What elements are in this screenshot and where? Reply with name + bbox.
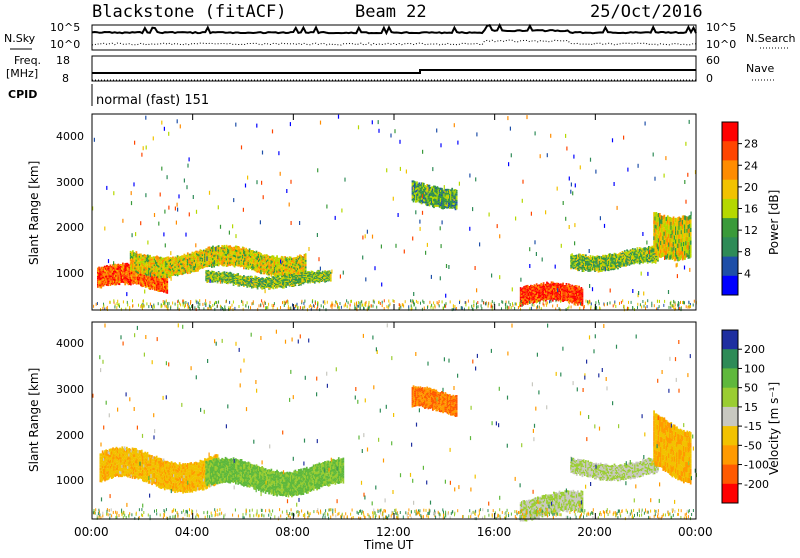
power-colorbar-bin-4 [722, 199, 738, 219]
power-colorbar-bin-6 [722, 237, 738, 257]
x-tick-0: 00:00 [74, 525, 109, 539]
power-colorbar-label: Power [dB] [767, 190, 781, 255]
velocity-colorbar-tick-6: -100 [744, 459, 769, 472]
power-colorbar-tick-3: 16 [744, 203, 758, 216]
power-colorbar-bin-7 [722, 257, 738, 277]
nave-tick-bottom: 0 [706, 72, 713, 85]
freq-tick-top: 18 [56, 54, 70, 67]
power-ylabel: Slant Range [km] [27, 161, 41, 265]
power-yticks: 4000 3000 2000 1000 [56, 130, 84, 280]
velocity-colorbar-bin-4 [722, 407, 738, 427]
power-colorbar-bin-5 [722, 218, 738, 238]
power-ytick-3000: 3000 [56, 176, 84, 189]
velocity-colorbar-tick-3: 15 [744, 401, 758, 414]
velocity-ytick-3000: 3000 [56, 383, 84, 396]
nave-label: Nave [746, 62, 774, 75]
x-tick-4: 16:00 [477, 525, 512, 539]
nsky-series [92, 25, 696, 33]
x-tick-3: 12:00 [376, 525, 411, 539]
date-title: 25/Oct/2016 [590, 2, 703, 22]
nsky-tick-top: 10^5 [50, 21, 80, 34]
x-tick-6: 00:00 [678, 525, 713, 539]
freq-label: Freq. [14, 54, 41, 67]
velocity-panel: 4000 3000 2000 1000 Slant Range [km] [27, 322, 697, 522]
velocity-ylabel: Slant Range [km] [27, 368, 41, 472]
velocity-ytick-4000: 4000 [56, 337, 84, 350]
nsky-tick-bottom: 10^0 [50, 38, 80, 51]
velocity-colorbar-label: Velocity [m s⁻¹] [767, 382, 781, 475]
power-colorbar-bin-3 [722, 180, 738, 200]
velocity-colorbar-bin-5 [722, 426, 738, 446]
power-colorbar-bin-0 [722, 122, 738, 142]
velocity-colorbar-bin-6 [722, 445, 738, 465]
power-colorbar-tick-4: 12 [744, 224, 758, 237]
freq-tick-bottom: 8 [62, 72, 69, 85]
nsky-panel: N.Sky 10^5 10^0 10^5 10^0 N.Search [4, 21, 796, 51]
x-tick-1: 04:00 [175, 525, 210, 539]
power-colorbar-tick-1: 24 [744, 159, 758, 172]
freq-series [92, 70, 696, 73]
velocity-colorbar-bin-1 [722, 349, 738, 369]
x-tick-5: 20:00 [577, 525, 612, 539]
velocity-colorbar: 200 100 50 15 -15 -50 -100 -200 Velocity [m s⁻¹… [722, 330, 781, 504]
cpid-label: CPID [8, 88, 37, 101]
power-ytick-2000: 2000 [56, 221, 84, 234]
cpid-mode: normal (fast) 151 [96, 93, 209, 108]
velocity-colorbar-bin-0 [722, 330, 738, 350]
freq-unit-label: [MHz] [6, 67, 38, 80]
velocity-colorbar-tick-0: 200 [744, 343, 765, 356]
velocity-colorbar-tick-1: 100 [744, 362, 765, 375]
x-tick-2: 08:00 [275, 525, 310, 539]
nsearch-series [92, 40, 696, 45]
power-colorbar-tick-5: 8 [744, 246, 751, 259]
power-ytick-1000: 1000 [56, 267, 84, 280]
velocity-colorbar-bin-3 [722, 388, 738, 408]
velocity-ytick-2000: 2000 [56, 429, 84, 442]
power-colorbar-tick-0: 28 [744, 138, 758, 151]
power-colorbar-bin-1 [722, 141, 738, 161]
power-ytick-4000: 4000 [56, 130, 84, 143]
beam-title: Beam 22 [355, 2, 427, 22]
power-colorbar-bin-8 [722, 276, 738, 296]
nsearch-label: N.Search [746, 32, 796, 45]
power-panel: 4000 3000 2000 1000 Slant Range [km] [27, 114, 697, 311]
velocity-colorbar-bin-7 [722, 465, 738, 485]
nsearch-tick-top: 10^5 [706, 21, 736, 34]
freq-panel: Freq. [MHz] 18 8 60 0 Nave [6, 54, 775, 85]
power-colorbar-tick-2: 20 [744, 181, 758, 194]
power-colorbar: 28 24 20 16 12 8 4 Power [dB] [722, 122, 781, 296]
x-axis-label: Time UT [363, 538, 414, 552]
power-colorbar-bin-2 [722, 160, 738, 180]
nsky-label: N.Sky [4, 32, 36, 45]
data-patch-6 [653, 212, 691, 261]
cpid-panel: CPID normal (fast) 151 [8, 84, 209, 108]
velocity-ytick-1000: 1000 [56, 474, 84, 487]
station-title: Blackstone (fitACF) [92, 2, 286, 22]
velocity-colorbar-bin-8 [722, 484, 738, 504]
velocity-colorbar-tick-2: 50 [744, 382, 758, 395]
velocity-colorbar-bin-2 [722, 368, 738, 388]
velocity-colorbar-tick-5: -50 [744, 439, 762, 452]
nave-tick-top: 60 [706, 54, 720, 67]
power-colorbar-tick-6: 4 [744, 267, 751, 280]
velocity-colorbar-tick-4: -15 [744, 420, 762, 433]
velocity-colorbar-tick-7: -200 [744, 478, 769, 491]
nsearch-tick-bottom: 10^0 [706, 38, 736, 51]
